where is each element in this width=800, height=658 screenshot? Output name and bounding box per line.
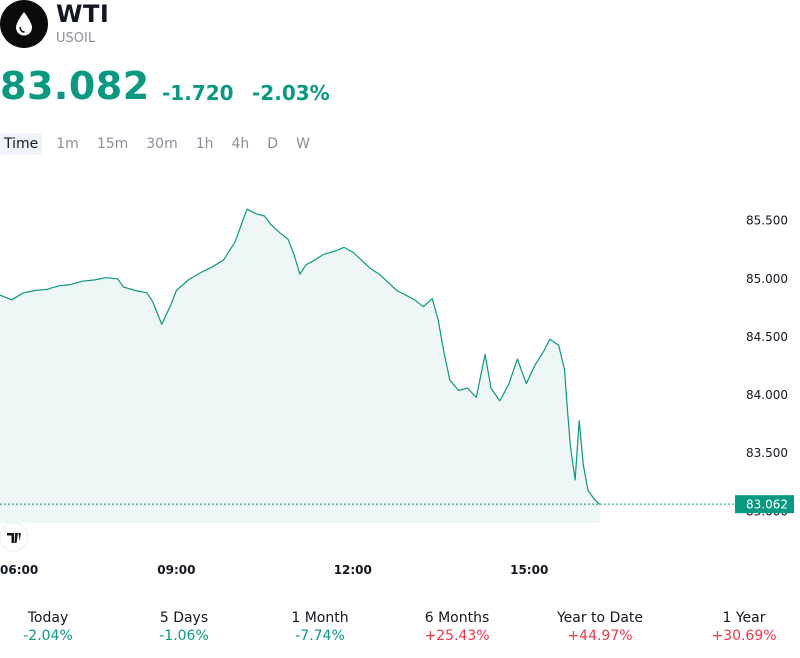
perf-1-month[interactable]: 1 Month -7.74% xyxy=(250,610,390,644)
y-tick-label: 85.500 xyxy=(746,214,788,228)
timeframe-bar: Time 1m 15m 30m 1h 4h D W xyxy=(0,132,324,156)
tab-1h[interactable]: 1h xyxy=(195,136,214,152)
oil-drop-icon xyxy=(0,0,48,48)
y-tick-label: 85.000 xyxy=(746,272,788,286)
tab-d[interactable]: D xyxy=(267,136,279,152)
perf-value: -2.04% xyxy=(23,628,73,644)
symbol-name: WTI xyxy=(56,0,110,28)
perf-label: Today xyxy=(27,610,69,626)
y-tick-label: 84.000 xyxy=(746,388,788,402)
tab-4h[interactable]: 4h xyxy=(231,136,250,152)
perf-label: 5 Days xyxy=(159,610,209,626)
price-area-fill xyxy=(0,209,600,523)
symbol-ticker: USOIL xyxy=(56,31,96,46)
x-tick-label: 15:00 xyxy=(510,563,548,577)
tab-15m[interactable]: 15m xyxy=(96,136,129,152)
last-price-badge xyxy=(735,495,794,514)
price-change-percent: -2.03% xyxy=(252,81,330,105)
tab-1m[interactable]: 1m xyxy=(56,136,79,152)
perf-value: +25.43% xyxy=(424,628,490,644)
perf-value: +44.97% xyxy=(567,628,633,644)
perf-label: 1 Month xyxy=(291,610,349,626)
perf-value: -7.74% xyxy=(295,628,345,644)
perf-value: -1.06% xyxy=(159,628,209,644)
tab-30m[interactable]: 30m xyxy=(146,136,178,152)
x-tick-label: 09:00 xyxy=(157,563,195,577)
tradingview-logo-icon xyxy=(7,533,21,543)
perf-label: Year to Date xyxy=(556,610,644,626)
x-tick-label: 12:00 xyxy=(334,563,372,577)
tab-time[interactable]: Time xyxy=(0,133,43,155)
perf-today[interactable]: Today -2.04% xyxy=(0,610,118,644)
perf-1-year[interactable]: 1 Year +30.69% xyxy=(674,610,800,644)
y-tick-label: 84.500 xyxy=(746,330,788,344)
y-tick-label: 83.500 xyxy=(746,446,788,460)
perf-year-to-date[interactable]: Year to Date +44.97% xyxy=(530,610,670,644)
price-change: -1.720 xyxy=(162,81,234,105)
perf-6-months[interactable]: 6 Months +25.43% xyxy=(387,610,527,644)
perf-value: +30.69% xyxy=(711,628,777,644)
perf-5-days[interactable]: 5 Days -1.06% xyxy=(114,610,254,644)
perf-label: 1 Year xyxy=(722,610,766,626)
tab-w[interactable]: W xyxy=(296,136,310,152)
price-line xyxy=(0,208,601,505)
price-chart[interactable]: 83.00083.50084.00084.50085.00085.50083.0… xyxy=(0,0,800,600)
x-tick-label: 06:00 xyxy=(0,563,38,577)
perf-label: 6 Months xyxy=(424,610,490,626)
oil-drop-glyph xyxy=(16,12,32,36)
last-price-label: 83.062 xyxy=(746,498,788,512)
current-price: 83.082 xyxy=(0,64,150,108)
